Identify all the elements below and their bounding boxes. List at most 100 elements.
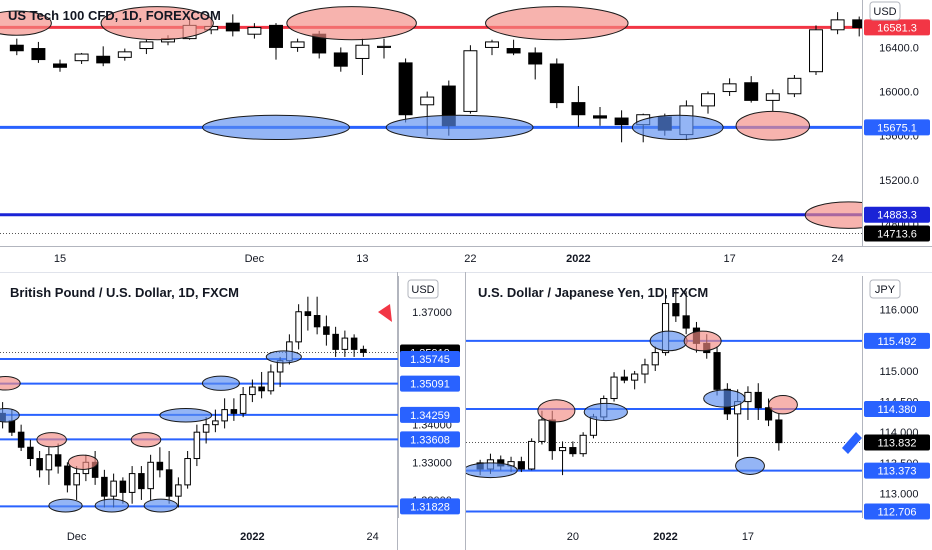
highlight-ellipse-red[interactable] (130, 432, 162, 448)
candle (765, 89, 780, 112)
candle-body-bear (852, 19, 862, 29)
candle (593, 107, 607, 126)
highlight-ellipse-blue[interactable] (202, 114, 350, 141)
highlight-ellipse-blue[interactable] (703, 389, 746, 408)
chart-title: US Tech 100 CFD, 1D, FOREXCOM (8, 8, 221, 23)
highlight-ellipse-blue[interactable] (385, 114, 534, 141)
highlight-ellipse-blue[interactable] (583, 402, 628, 422)
candle (377, 38, 391, 59)
highlight-ellipse-blue[interactable] (464, 462, 518, 479)
highlight-ellipse-red[interactable] (100, 6, 214, 41)
candle-body-bull (355, 44, 370, 59)
highlight-ellipse-red[interactable] (0, 10, 52, 36)
candle-body-bear (549, 63, 564, 104)
currency-box-bg (869, 1, 901, 21)
currency-box[interactable]: USD (869, 1, 901, 21)
candle-body-bull (147, 461, 154, 490)
highlight-ellipse-red[interactable] (36, 432, 67, 448)
highlight-ellipse-blue[interactable] (48, 498, 83, 513)
plot-area-nasdaq[interactable] (0, 6, 892, 234)
candle-body-bear (672, 303, 680, 317)
highlight-ellipse-red[interactable] (485, 6, 629, 41)
candle (398, 58, 413, 123)
highlight-ellipse-red[interactable] (804, 201, 891, 229)
candle-body-bull (610, 376, 618, 400)
price-badge-bg (864, 462, 930, 479)
candle-body-bull (528, 440, 536, 470)
y-tick-label: 116.000 (880, 305, 919, 317)
price-badge: 1.31828 (400, 498, 460, 515)
candle-body-bull (74, 53, 89, 62)
highlight-ellipse-blue[interactable] (143, 498, 178, 513)
highlight-ellipse-blue[interactable] (649, 330, 688, 352)
candle (165, 451, 173, 504)
candle-body-bear (101, 476, 108, 497)
highlight-ellipse-blue[interactable] (201, 375, 240, 391)
highlight-ellipse-blue[interactable] (0, 407, 20, 423)
candle-body-bull (377, 45, 391, 48)
candle (830, 12, 845, 35)
highlight-ellipse-red[interactable] (768, 394, 798, 415)
candle-body-bull (830, 19, 845, 31)
highlight-ellipse-blue[interactable] (631, 114, 724, 141)
candle (36, 451, 43, 478)
candle (506, 39, 521, 56)
highlight-ellipse-red[interactable] (735, 110, 811, 141)
candle (230, 398, 238, 421)
price-badge: 114.380 (864, 400, 930, 417)
candle-body-bull (139, 41, 154, 50)
chart-panel-usdjpy[interactable]: 113.000113.500114.000114.500115.000115.5… (464, 276, 930, 543)
highlight-ellipse-red[interactable] (0, 375, 21, 391)
candle-body-bull (175, 484, 182, 497)
candle (304, 296, 312, 331)
y-tick-label: 16400.0 (879, 42, 919, 54)
candle (620, 369, 628, 384)
candle (247, 23, 262, 39)
candle (9, 38, 24, 56)
candle-body-bear (269, 24, 283, 48)
price-badge: 16581.3 (864, 19, 930, 36)
highlight-ellipse-blue[interactable] (735, 456, 765, 476)
currency-box[interactable]: USD (407, 279, 439, 299)
candle (156, 447, 164, 478)
plot-area-gbpusd[interactable] (0, 296, 398, 513)
price-badge-label: 14713.6 (877, 228, 917, 240)
x-tick-label: 24 (367, 531, 379, 543)
candle-body-bull (45, 454, 53, 471)
candle-body-bear (620, 376, 628, 381)
highlight-ellipse-red[interactable] (683, 330, 722, 352)
highlight-ellipse-red[interactable] (286, 6, 417, 41)
candle (463, 45, 478, 114)
candle-body-bear (332, 333, 339, 350)
price-badge-label: 1.35091 (410, 379, 450, 391)
candle (517, 456, 525, 473)
candle-body-bear (350, 337, 358, 350)
price-badge-label: 15675.1 (877, 122, 917, 134)
x-tick-label: 2022 (240, 531, 264, 543)
chart-title: British Pound / U.S. Dollar, 1D, FXCM (10, 285, 239, 300)
highlight-ellipse-red[interactable] (537, 399, 576, 423)
candle-body-bull (202, 424, 210, 433)
candle (549, 58, 564, 109)
candle (631, 370, 639, 390)
currency-box[interactable]: JPY (869, 279, 901, 299)
candle-body-bear (682, 315, 690, 329)
y-tick-label: 15200.0 (879, 175, 919, 187)
candle (27, 439, 34, 467)
candle-body-bull (701, 93, 715, 107)
candle-body-bull (290, 41, 305, 48)
x-tick-label: 17 (723, 253, 735, 265)
chart-panel-gbpusd[interactable]: 1.320001.330001.340001.350001.360001.370… (0, 276, 460, 543)
candle (239, 387, 247, 418)
candle-body-bull (110, 480, 117, 497)
plot-area-usdjpy[interactable] (464, 288, 862, 513)
highlight-ellipse-blue[interactable] (94, 498, 129, 513)
candle (610, 372, 618, 402)
x-tick-label: 17 (742, 531, 754, 543)
highlight-ellipse-red[interactable] (67, 454, 99, 470)
highlight-ellipse-blue[interactable] (265, 350, 302, 364)
highlight-ellipse-blue[interactable] (159, 407, 213, 423)
candle-body-bull (765, 93, 780, 101)
